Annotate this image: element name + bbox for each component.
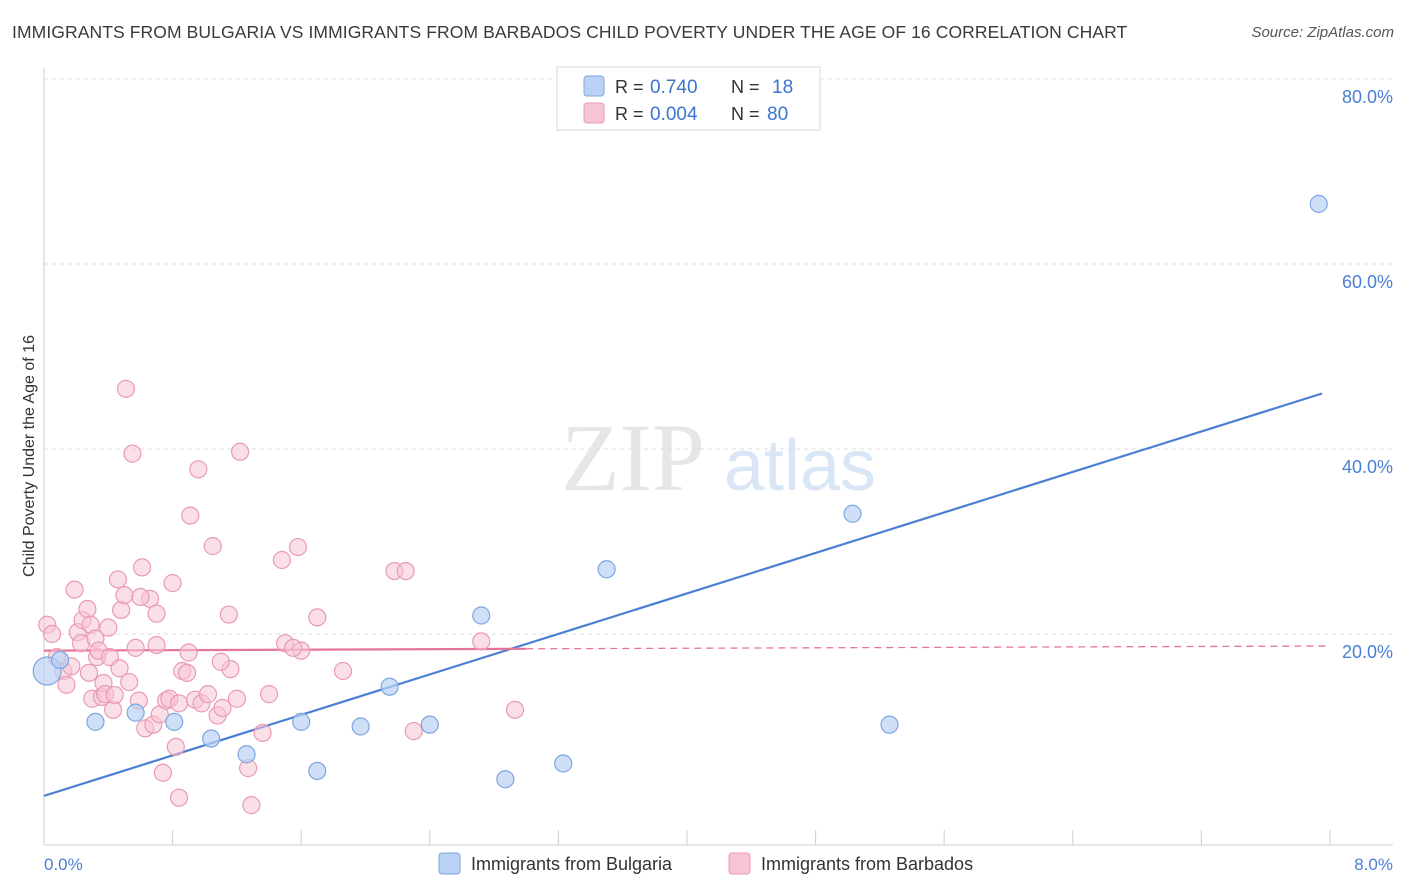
point-barbados bbox=[404, 722, 423, 741]
point-barbados bbox=[272, 550, 292, 570]
y-tick-labels: 20.0% 40.0% 60.0% 80.0% bbox=[1342, 87, 1393, 662]
stats-r-value-bulgaria: 0.740 bbox=[650, 77, 698, 98]
point-bulgaria bbox=[202, 729, 221, 748]
point-barbados bbox=[78, 599, 97, 619]
legend-label-barbados: Immigrants from Barbados bbox=[761, 854, 973, 874]
point-barbados bbox=[203, 537, 222, 556]
point-barbados bbox=[123, 444, 142, 463]
point-barbados bbox=[120, 672, 139, 692]
stats-r-label-bulgaria: R = bbox=[615, 77, 644, 97]
stats-n-value-barbados: 80 bbox=[767, 104, 788, 125]
point-barbados bbox=[177, 663, 197, 682]
point-barbados bbox=[333, 661, 353, 681]
point-bulgaria bbox=[1309, 194, 1328, 213]
x-tick-label-max: 8.0% bbox=[1354, 855, 1393, 874]
point-bulgaria bbox=[420, 715, 439, 734]
point-bulgaria bbox=[86, 712, 105, 731]
stats-n-value-bulgaria: 18 bbox=[772, 77, 793, 98]
source-credit: Source: ZipAtlas.com bbox=[1251, 24, 1394, 41]
point-bulgaria bbox=[351, 717, 370, 736]
series-legend: Immigrants from Bulgaria Immigrants from… bbox=[438, 852, 973, 875]
watermark-atlas: atlas bbox=[724, 426, 876, 506]
point-barbados bbox=[179, 643, 198, 662]
point-barbados bbox=[242, 796, 261, 815]
point-barbados bbox=[65, 580, 84, 599]
point-barbados bbox=[126, 638, 145, 657]
x-ticks bbox=[172, 830, 1331, 845]
point-barbados bbox=[253, 723, 272, 743]
watermark-zip: ZIP bbox=[561, 404, 705, 511]
y-tick-label: 20.0% bbox=[1342, 642, 1393, 662]
point-barbados bbox=[147, 635, 166, 655]
point-barbados bbox=[147, 604, 166, 623]
point-barbados bbox=[213, 698, 232, 718]
point-barbados bbox=[112, 600, 131, 620]
point-barbados bbox=[79, 663, 99, 682]
point-bulgaria bbox=[50, 650, 70, 670]
point-barbados bbox=[169, 694, 189, 713]
point-barbados bbox=[99, 618, 118, 637]
point-barbados bbox=[396, 561, 415, 581]
point-bulgaria bbox=[880, 715, 899, 734]
point-barbados bbox=[505, 700, 525, 719]
point-barbados bbox=[181, 506, 200, 525]
stats-n-label-bulgaria: N = bbox=[731, 77, 760, 97]
point-bulgaria bbox=[472, 606, 491, 625]
point-bulgaria bbox=[308, 761, 327, 781]
point-bulgaria bbox=[292, 712, 311, 731]
point-bulgaria bbox=[496, 770, 515, 789]
point-barbados bbox=[169, 788, 189, 807]
point-barbados bbox=[288, 537, 308, 557]
legend-swatch-barbados bbox=[728, 852, 751, 875]
point-bulgaria bbox=[165, 712, 184, 731]
trend-line-barbados-extension bbox=[526, 645, 1331, 650]
stats-n-label-barbados: N = bbox=[731, 104, 760, 124]
chart-title: IMMIGRANTS FROM BULGARIA VS IMMIGRANTS F… bbox=[12, 22, 1128, 42]
point-barbados bbox=[108, 570, 128, 589]
point-bulgaria bbox=[237, 745, 256, 764]
point-barbados bbox=[115, 586, 134, 605]
stats-r-value-barbados: 0.004 bbox=[650, 104, 698, 125]
point-barbados bbox=[57, 675, 76, 694]
point-barbados bbox=[308, 608, 327, 627]
point-barbados bbox=[189, 460, 208, 479]
point-bulgaria bbox=[843, 504, 862, 523]
stats-legend: R = 0.740 N = 18 R = 0.004 N = 80 bbox=[556, 66, 821, 131]
x-tick-label-min: 0.0% bbox=[44, 855, 83, 874]
point-barbados bbox=[219, 605, 238, 624]
point-bulgaria bbox=[380, 677, 399, 696]
point-barbados bbox=[42, 624, 62, 644]
point-bulgaria bbox=[597, 560, 616, 579]
point-barbados bbox=[227, 689, 246, 708]
point-barbados bbox=[153, 763, 173, 782]
point-barbados bbox=[166, 737, 185, 756]
point-bulgaria bbox=[126, 703, 145, 722]
point-barbados bbox=[116, 379, 136, 398]
y-axis-title: Child Poverty Under the Age of 16 bbox=[21, 335, 38, 577]
point-barbados bbox=[198, 685, 218, 704]
y-tick-label: 40.0% bbox=[1342, 457, 1393, 477]
stats-swatch-barbados bbox=[583, 102, 605, 124]
legend-label-bulgaria: Immigrants from Bulgaria bbox=[471, 854, 673, 874]
point-barbados bbox=[132, 558, 152, 577]
gridlines bbox=[44, 78, 1393, 635]
point-barbados bbox=[284, 638, 303, 657]
point-barbados bbox=[110, 659, 129, 678]
y-tick-label: 80.0% bbox=[1342, 87, 1393, 107]
point-barbados bbox=[163, 574, 182, 593]
point-barbados bbox=[211, 652, 230, 671]
point-barbados bbox=[231, 442, 250, 461]
data-points bbox=[32, 194, 1328, 815]
legend-swatch-bulgaria bbox=[438, 852, 461, 875]
point-barbados bbox=[472, 632, 491, 651]
point-barbados bbox=[259, 685, 279, 704]
point-barbados bbox=[131, 587, 150, 607]
stats-swatch-bulgaria bbox=[583, 75, 605, 97]
stats-r-label-barbados: R = bbox=[615, 104, 644, 124]
point-bulgaria bbox=[554, 754, 573, 773]
point-barbados bbox=[105, 685, 124, 705]
y-tick-label: 60.0% bbox=[1342, 272, 1393, 292]
